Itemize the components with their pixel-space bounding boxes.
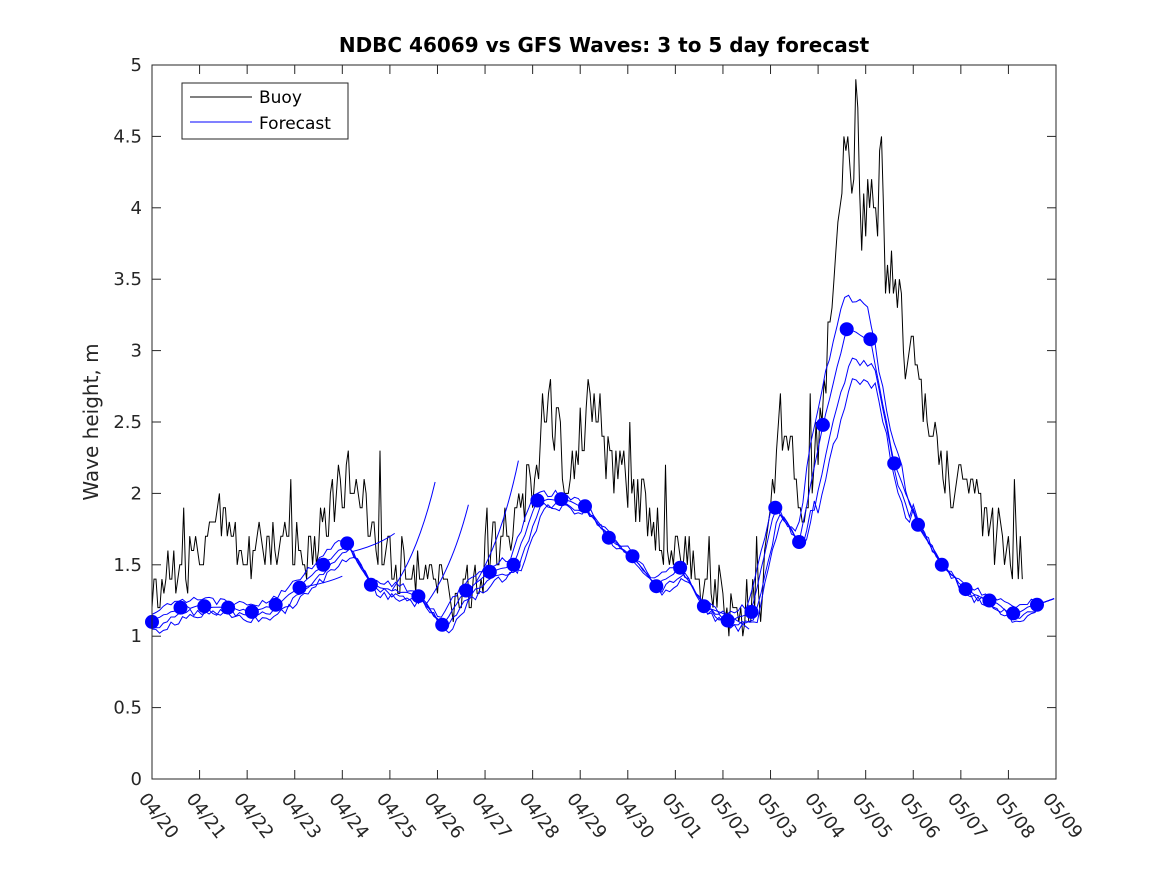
legend-buoy-label: Buoy xyxy=(259,88,302,108)
forecast-marker xyxy=(720,613,735,628)
y-tick-label: 3 xyxy=(131,341,142,362)
forecast-marker xyxy=(815,417,830,432)
forecast-marker xyxy=(459,583,473,598)
forecast-marker xyxy=(1030,597,1044,612)
forecast-marker xyxy=(578,499,592,514)
forecast-line-tail xyxy=(351,532,395,553)
buoy-series xyxy=(151,79,1023,637)
forecast-marker xyxy=(673,560,688,575)
forecast-marker xyxy=(744,604,759,619)
forecast-marker xyxy=(649,579,664,594)
forecast-marker xyxy=(958,582,973,597)
forecast-marker xyxy=(411,589,426,604)
forecast-marker xyxy=(316,557,331,572)
y-tick-label: 0.5 xyxy=(113,698,142,719)
y-tick-label: 2 xyxy=(131,483,142,504)
forecast-marker xyxy=(911,517,925,532)
forecast-marker xyxy=(696,599,711,614)
forecast-marker xyxy=(435,617,450,632)
y-tick-label: 1 xyxy=(131,626,142,647)
forecast-marker xyxy=(506,557,521,572)
y-tick-label: 4 xyxy=(131,198,142,219)
y-tick-label: 3.5 xyxy=(113,269,142,290)
forecast-line-tail xyxy=(425,504,469,606)
forecast-markers xyxy=(145,322,1044,632)
legend-box xyxy=(181,82,349,140)
forecast-marker xyxy=(363,577,378,592)
forecast-marker xyxy=(221,600,236,615)
forecast-marker xyxy=(934,557,949,572)
chart-title: NDBC 46069 vs GFS Waves: 3 to 5 day fore… xyxy=(339,33,870,57)
legend-forecast-label: Forecast xyxy=(259,114,331,134)
forecast-marker xyxy=(863,332,878,347)
forecast-marker xyxy=(887,456,902,471)
y-tick-label: 0 xyxy=(131,769,142,790)
legend: Buoy Forecast xyxy=(181,82,349,140)
forecast-marker xyxy=(244,604,259,619)
buoy-line xyxy=(151,79,1023,637)
plot-area xyxy=(152,65,1056,779)
forecast-marker xyxy=(625,549,640,564)
y-tick-label: 4.5 xyxy=(113,126,142,147)
y-tick-label: 1.5 xyxy=(113,555,142,576)
forecast-marker xyxy=(530,493,545,508)
forecast-line-tail xyxy=(475,460,519,584)
forecast-marker xyxy=(554,492,569,507)
forecast-line xyxy=(151,378,1055,634)
forecast-marker xyxy=(768,500,783,515)
forecast-marker xyxy=(601,530,616,545)
forecast-marker xyxy=(982,593,997,608)
forecast-marker xyxy=(792,535,807,549)
y-tick-label: 5 xyxy=(131,55,142,76)
forecast-line xyxy=(151,294,1055,618)
forecast-line-tail xyxy=(391,481,436,591)
forecast-marker xyxy=(173,600,188,615)
forecast-marker xyxy=(482,564,497,579)
forecast-marker xyxy=(268,597,283,612)
y-axis-label: Wave height, m xyxy=(79,343,103,500)
y-axis: 0 0.5 1 1.5 2 2.5 3 3.5 4 4.5 5 xyxy=(113,55,1056,790)
forecast-marker xyxy=(292,580,307,595)
forecast-marker xyxy=(1006,606,1021,621)
y-tick-label: 2.5 xyxy=(113,412,142,433)
forecast-marker xyxy=(340,536,355,551)
forecast-marker xyxy=(839,322,854,337)
forecast-marker xyxy=(197,599,212,614)
